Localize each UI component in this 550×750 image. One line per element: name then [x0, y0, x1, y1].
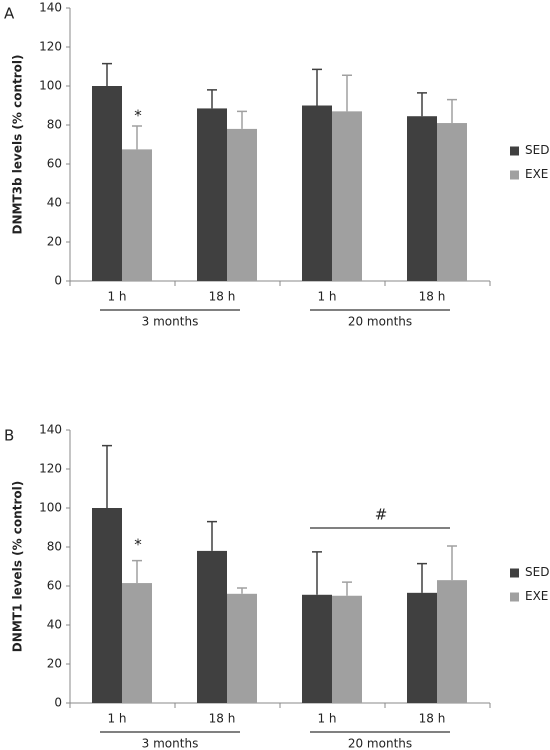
- y-tick-label: 20: [47, 657, 62, 671]
- y-tick-label: 20: [47, 235, 62, 249]
- bar: [227, 593, 257, 703]
- error-bar: [447, 545, 457, 581]
- bar: [302, 105, 332, 281]
- y-tick-label: 120: [39, 40, 62, 54]
- error-bar: [102, 62, 112, 86]
- legend-label: EXE: [525, 589, 548, 603]
- bar: [332, 111, 362, 281]
- x-tick-label: 18 h: [419, 290, 446, 304]
- x-tick-label: 18 h: [209, 712, 236, 726]
- y-tick-label: 40: [47, 196, 62, 210]
- error-bar: [417, 562, 427, 593]
- bar: [197, 108, 227, 281]
- bar: [407, 116, 437, 281]
- panel-label: B: [4, 427, 14, 445]
- annotation: *: [134, 536, 142, 554]
- y-tick-label: 80: [47, 118, 62, 132]
- x-tick-label: 18 h: [419, 712, 446, 726]
- x-tick-label: 1 h: [317, 712, 336, 726]
- y-tick-label: 140: [39, 1, 62, 15]
- bar: [122, 149, 152, 281]
- legend-label: SED: [525, 565, 549, 579]
- error-bar: [102, 444, 112, 508]
- error-bar: [237, 110, 247, 129]
- error-bar: [237, 587, 247, 594]
- bar: [332, 595, 362, 703]
- bar: [302, 594, 332, 703]
- error-bar: [207, 89, 217, 109]
- legend-label: EXE: [525, 167, 548, 181]
- annotation: *: [134, 107, 142, 125]
- bar: [92, 508, 122, 703]
- error-bar: [312, 68, 322, 106]
- y-tick-label: 0: [54, 696, 62, 710]
- y-tick-label: 60: [47, 157, 62, 171]
- y-tick-label: 60: [47, 579, 62, 593]
- y-tick-label: 80: [47, 540, 62, 554]
- error-bar: [132, 559, 142, 584]
- legend-swatch: [510, 568, 519, 578]
- x-tick-label: 1 h: [317, 290, 336, 304]
- error-bar: [207, 520, 217, 551]
- bar: [197, 550, 227, 703]
- y-tick-label: 0: [54, 274, 62, 288]
- y-axis-label: DNMT1 levels (% control): [11, 481, 25, 652]
- y-tick-label: 140: [39, 423, 62, 437]
- y-tick-label: 40: [47, 618, 62, 632]
- error-bar: [342, 74, 352, 112]
- bar: [92, 86, 122, 281]
- bar: [227, 128, 257, 281]
- group-label: 20 months: [348, 315, 412, 329]
- error-bar: [132, 125, 142, 150]
- panel-label: A: [4, 5, 15, 23]
- group-label: 20 months: [348, 737, 412, 750]
- annotation: #: [375, 506, 388, 524]
- error-bar: [447, 98, 457, 124]
- error-bar: [342, 581, 352, 596]
- bar: [437, 123, 467, 281]
- group-label: 3 months: [142, 737, 199, 750]
- y-tick-label: 120: [39, 462, 62, 476]
- legend-label: SED: [525, 143, 549, 157]
- legend-swatch: [510, 170, 519, 180]
- bar: [407, 592, 437, 703]
- error-bar: [312, 551, 322, 595]
- y-tick-label: 100: [39, 79, 62, 93]
- x-tick-label: 1 h: [107, 290, 126, 304]
- x-tick-label: 18 h: [209, 290, 236, 304]
- y-tick-label: 100: [39, 501, 62, 515]
- bar: [122, 583, 152, 703]
- error-bar: [417, 92, 427, 117]
- y-axis-label: DNMT3b levels (% control): [11, 55, 25, 235]
- bar: [437, 580, 467, 703]
- group-label: 3 months: [142, 315, 199, 329]
- legend-swatch: [510, 592, 519, 602]
- legend-swatch: [510, 146, 519, 156]
- x-tick-label: 1 h: [107, 712, 126, 726]
